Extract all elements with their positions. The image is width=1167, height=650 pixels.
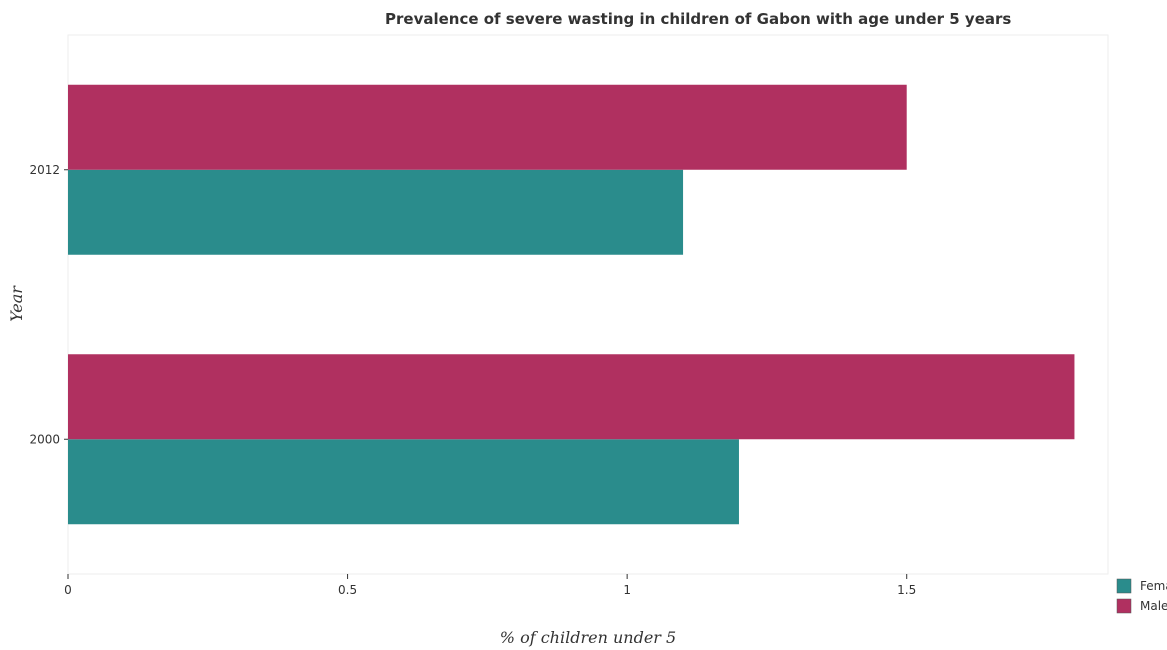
- legend-swatch-male: [1116, 598, 1132, 614]
- legend-label-male: Male: [1140, 599, 1167, 613]
- bars-group: [68, 84, 1075, 525]
- bar-male-2000: [68, 354, 1075, 440]
- bar-female-2000: [68, 439, 739, 525]
- bar-female-2012: [68, 169, 684, 255]
- y-axis: 2000 2012: [29, 163, 68, 446]
- x-axis-label: % of children under 5: [500, 628, 676, 647]
- chart-title: Prevalence of severe wasting in children…: [385, 10, 1011, 28]
- legend: Female Male: [1116, 578, 1167, 614]
- y-tick-label-2000: 2000: [29, 432, 60, 446]
- legend-swatch-female: [1116, 578, 1132, 594]
- bar-male-2012: [68, 84, 907, 170]
- x-tick-label-0: 0: [64, 583, 72, 597]
- y-axis-label: Year: [7, 285, 26, 322]
- x-tick-label-1: 1: [623, 583, 631, 597]
- x-tick-label-0.5: 0.5: [338, 583, 357, 597]
- x-tick-label-1.5: 1.5: [897, 583, 916, 597]
- y-tick-label-2012: 2012: [29, 163, 60, 177]
- plot-area: [67, 34, 1109, 575]
- x-axis: 0 0.5 1 1.5: [64, 574, 916, 597]
- legend-label-female: Female: [1140, 579, 1167, 593]
